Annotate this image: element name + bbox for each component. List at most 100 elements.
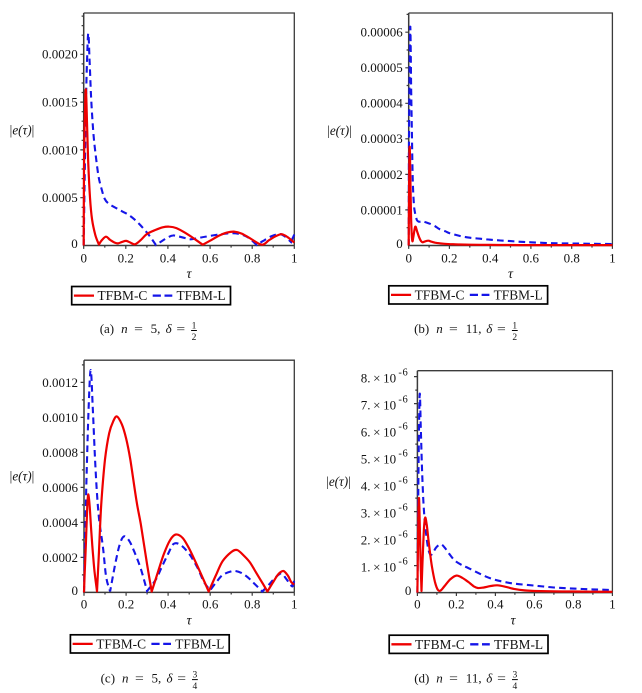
svg-text:TFBM-L: TFBM-L bbox=[494, 637, 543, 652]
svg-text:|e(τ)|: |e(τ)| bbox=[326, 474, 351, 489]
svg-text:0.2: 0.2 bbox=[448, 596, 464, 611]
svg-text:0.0008: 0.0008 bbox=[42, 445, 78, 460]
svg-text:0.00006: 0.00006 bbox=[360, 25, 403, 40]
svg-text:0.2: 0.2 bbox=[118, 596, 134, 611]
svg-text:1: 1 bbox=[291, 596, 298, 611]
svg-text:-6: -6 bbox=[398, 448, 408, 459]
svg-text:δ: δ bbox=[486, 670, 493, 685]
svg-text:(b): (b) bbox=[414, 321, 429, 336]
svg-text:2: 2 bbox=[512, 333, 517, 343]
svg-text:0: 0 bbox=[80, 251, 87, 266]
svg-text:0.0004: 0.0004 bbox=[42, 515, 78, 530]
svg-text:1: 1 bbox=[609, 251, 616, 266]
svg-text:-6: -6 bbox=[398, 394, 408, 405]
svg-text:(a): (a) bbox=[100, 321, 114, 336]
svg-text:τ: τ bbox=[186, 614, 192, 629]
svg-text:=: = bbox=[449, 321, 458, 336]
svg-text:TFBM-L: TFBM-L bbox=[177, 288, 226, 303]
svg-text:n: n bbox=[122, 670, 129, 685]
svg-text:0.6: 0.6 bbox=[526, 596, 543, 611]
svg-text:0.8: 0.8 bbox=[244, 596, 260, 611]
svg-text:-6: -6 bbox=[398, 475, 408, 486]
svg-text:=: = bbox=[134, 321, 143, 336]
svg-text:0: 0 bbox=[81, 596, 88, 611]
svg-text:-6: -6 bbox=[398, 502, 408, 513]
svg-text:0.4: 0.4 bbox=[160, 596, 177, 611]
svg-text:TFBM-C: TFBM-C bbox=[96, 637, 146, 652]
svg-text:=: = bbox=[497, 670, 506, 685]
svg-text:0.4: 0.4 bbox=[160, 251, 177, 266]
svg-text:0: 0 bbox=[396, 236, 403, 251]
svg-text:3. × 10: 3. × 10 bbox=[361, 505, 396, 520]
svg-text:0.8: 0.8 bbox=[244, 251, 260, 266]
svg-text:0.0020: 0.0020 bbox=[42, 47, 78, 62]
svg-text:0.8: 0.8 bbox=[565, 596, 581, 611]
svg-text:=: = bbox=[497, 321, 506, 336]
svg-text:|e(τ)|: |e(τ)| bbox=[10, 469, 35, 484]
svg-text:0.0012: 0.0012 bbox=[42, 375, 78, 390]
svg-text:6. × 10: 6. × 10 bbox=[361, 424, 396, 439]
svg-text:5,: 5, bbox=[152, 670, 162, 685]
svg-text:3: 3 bbox=[513, 671, 518, 681]
svg-text:δ: δ bbox=[486, 321, 493, 336]
svg-text:0: 0 bbox=[71, 236, 78, 251]
svg-text:0.4: 0.4 bbox=[482, 251, 499, 266]
svg-text:0.8: 0.8 bbox=[564, 251, 580, 266]
svg-text:0.2: 0.2 bbox=[118, 251, 134, 266]
svg-text:τ: τ bbox=[510, 614, 516, 629]
svg-text:0.0002: 0.0002 bbox=[42, 550, 78, 565]
svg-text:-6: -6 bbox=[398, 367, 408, 378]
svg-text:0.6: 0.6 bbox=[202, 596, 219, 611]
svg-text:TFBM-C: TFBM-C bbox=[415, 288, 465, 303]
svg-text:|e(τ)|: |e(τ)| bbox=[327, 123, 352, 138]
svg-text:=: = bbox=[176, 321, 185, 336]
svg-text:0.0005: 0.0005 bbox=[42, 190, 78, 205]
svg-text:11,: 11, bbox=[466, 321, 482, 336]
svg-text:τ: τ bbox=[508, 267, 514, 282]
svg-text:0.00001: 0.00001 bbox=[360, 202, 402, 217]
svg-text:n: n bbox=[121, 321, 128, 336]
svg-text:0: 0 bbox=[405, 583, 412, 598]
svg-text:1: 1 bbox=[512, 322, 517, 332]
svg-text:=: = bbox=[177, 670, 186, 685]
svg-text:7. × 10: 7. × 10 bbox=[361, 397, 396, 412]
svg-text:TFBM-C: TFBM-C bbox=[98, 288, 148, 303]
svg-text:=: = bbox=[135, 670, 144, 685]
svg-text:0.6: 0.6 bbox=[523, 251, 540, 266]
svg-text:1: 1 bbox=[192, 322, 197, 332]
svg-text:δ: δ bbox=[167, 670, 174, 685]
svg-text:0.2: 0.2 bbox=[441, 251, 457, 266]
svg-text:1: 1 bbox=[609, 596, 616, 611]
svg-text:3: 3 bbox=[193, 671, 198, 681]
svg-text:8. × 10: 8. × 10 bbox=[361, 370, 396, 385]
svg-text:TFBM-L: TFBM-L bbox=[494, 288, 543, 303]
svg-text:TFBM-C: TFBM-C bbox=[415, 637, 465, 652]
svg-text:-6: -6 bbox=[398, 529, 408, 540]
svg-text:11,: 11, bbox=[466, 670, 482, 685]
svg-text:0.00003: 0.00003 bbox=[360, 131, 402, 146]
svg-text:0.6: 0.6 bbox=[202, 251, 219, 266]
svg-text:TFBM-L: TFBM-L bbox=[175, 637, 224, 652]
svg-text:4. × 10: 4. × 10 bbox=[361, 478, 396, 493]
svg-text:τ: τ bbox=[186, 267, 192, 282]
svg-text:5,: 5, bbox=[151, 321, 161, 336]
svg-text:(c): (c) bbox=[101, 670, 115, 685]
svg-text:4: 4 bbox=[513, 682, 518, 692]
svg-text:0.0015: 0.0015 bbox=[42, 95, 78, 110]
svg-text:5. × 10: 5. × 10 bbox=[361, 451, 396, 466]
svg-text:4: 4 bbox=[193, 682, 198, 692]
svg-text:0: 0 bbox=[72, 583, 79, 598]
svg-text:2. × 10: 2. × 10 bbox=[361, 532, 396, 547]
svg-text:|e(τ)|: |e(τ)| bbox=[10, 122, 35, 137]
svg-text:0.0010: 0.0010 bbox=[42, 142, 78, 157]
svg-text:(d): (d) bbox=[414, 670, 429, 685]
svg-text:1. × 10: 1. × 10 bbox=[361, 559, 396, 574]
svg-text:2: 2 bbox=[192, 333, 197, 343]
svg-text:0.4: 0.4 bbox=[487, 596, 504, 611]
svg-text:0: 0 bbox=[414, 596, 421, 611]
svg-text:=: = bbox=[449, 670, 458, 685]
svg-text:-6: -6 bbox=[398, 421, 408, 432]
svg-text:n: n bbox=[436, 321, 443, 336]
svg-text:0.00004: 0.00004 bbox=[360, 96, 403, 111]
svg-text:0.0006: 0.0006 bbox=[42, 480, 78, 495]
